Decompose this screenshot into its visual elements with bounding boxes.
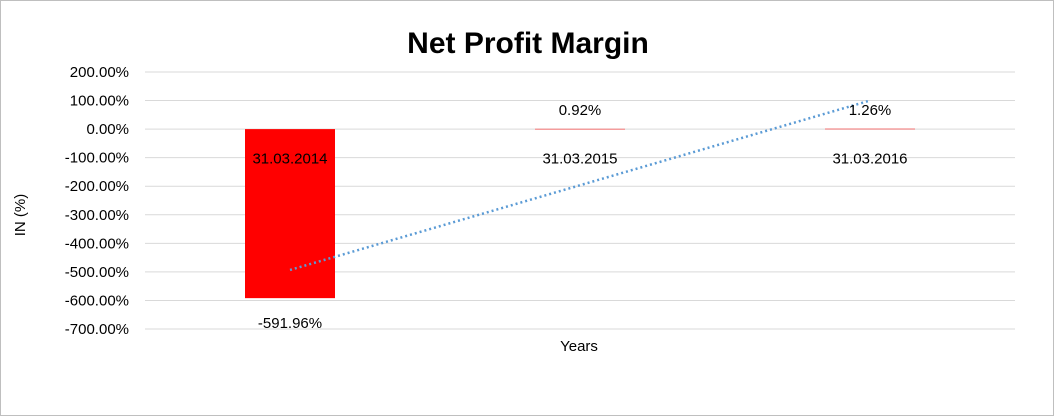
y-tick-label: -200.00% [65, 178, 129, 195]
category-label: 31.03.2014 [252, 151, 327, 168]
y-tick-label: -500.00% [65, 264, 129, 281]
data-label: 0.92% [559, 102, 602, 119]
trendline-group [289, 99, 871, 272]
bar [245, 129, 335, 299]
data-label: 1.26% [849, 102, 892, 119]
category-label: 31.03.2016 [832, 151, 907, 168]
trendline [289, 99, 871, 272]
bar [825, 128, 915, 130]
y-axis-title: IN (%) [12, 194, 29, 237]
data-labels: -591.96% 0.92% 1.26% [258, 102, 891, 332]
y-tick-label: 200.00% [70, 64, 129, 81]
y-tick-label: 0.00% [86, 121, 129, 138]
y-tick-label: -400.00% [65, 235, 129, 252]
y-tick-label: -300.00% [65, 207, 129, 224]
category-labels: 31.03.2014 31.03.2015 31.03.2016 [252, 151, 907, 168]
chart-title: Net Profit Margin [407, 27, 649, 60]
category-label: 31.03.2015 [542, 151, 617, 168]
bar [535, 128, 625, 130]
y-tick-label: -100.00% [65, 150, 129, 167]
y-tick-label: 100.00% [70, 93, 129, 110]
y-tick-labels: 200.00% 100.00% 0.00% -100.00% -200.00% -300.… [65, 64, 129, 338]
bars [245, 128, 915, 299]
y-tick-label: -700.00% [65, 321, 129, 338]
x-axis-title: Years [560, 338, 598, 355]
data-label: -591.96% [258, 315, 322, 332]
y-tick-label: -600.00% [65, 292, 129, 309]
